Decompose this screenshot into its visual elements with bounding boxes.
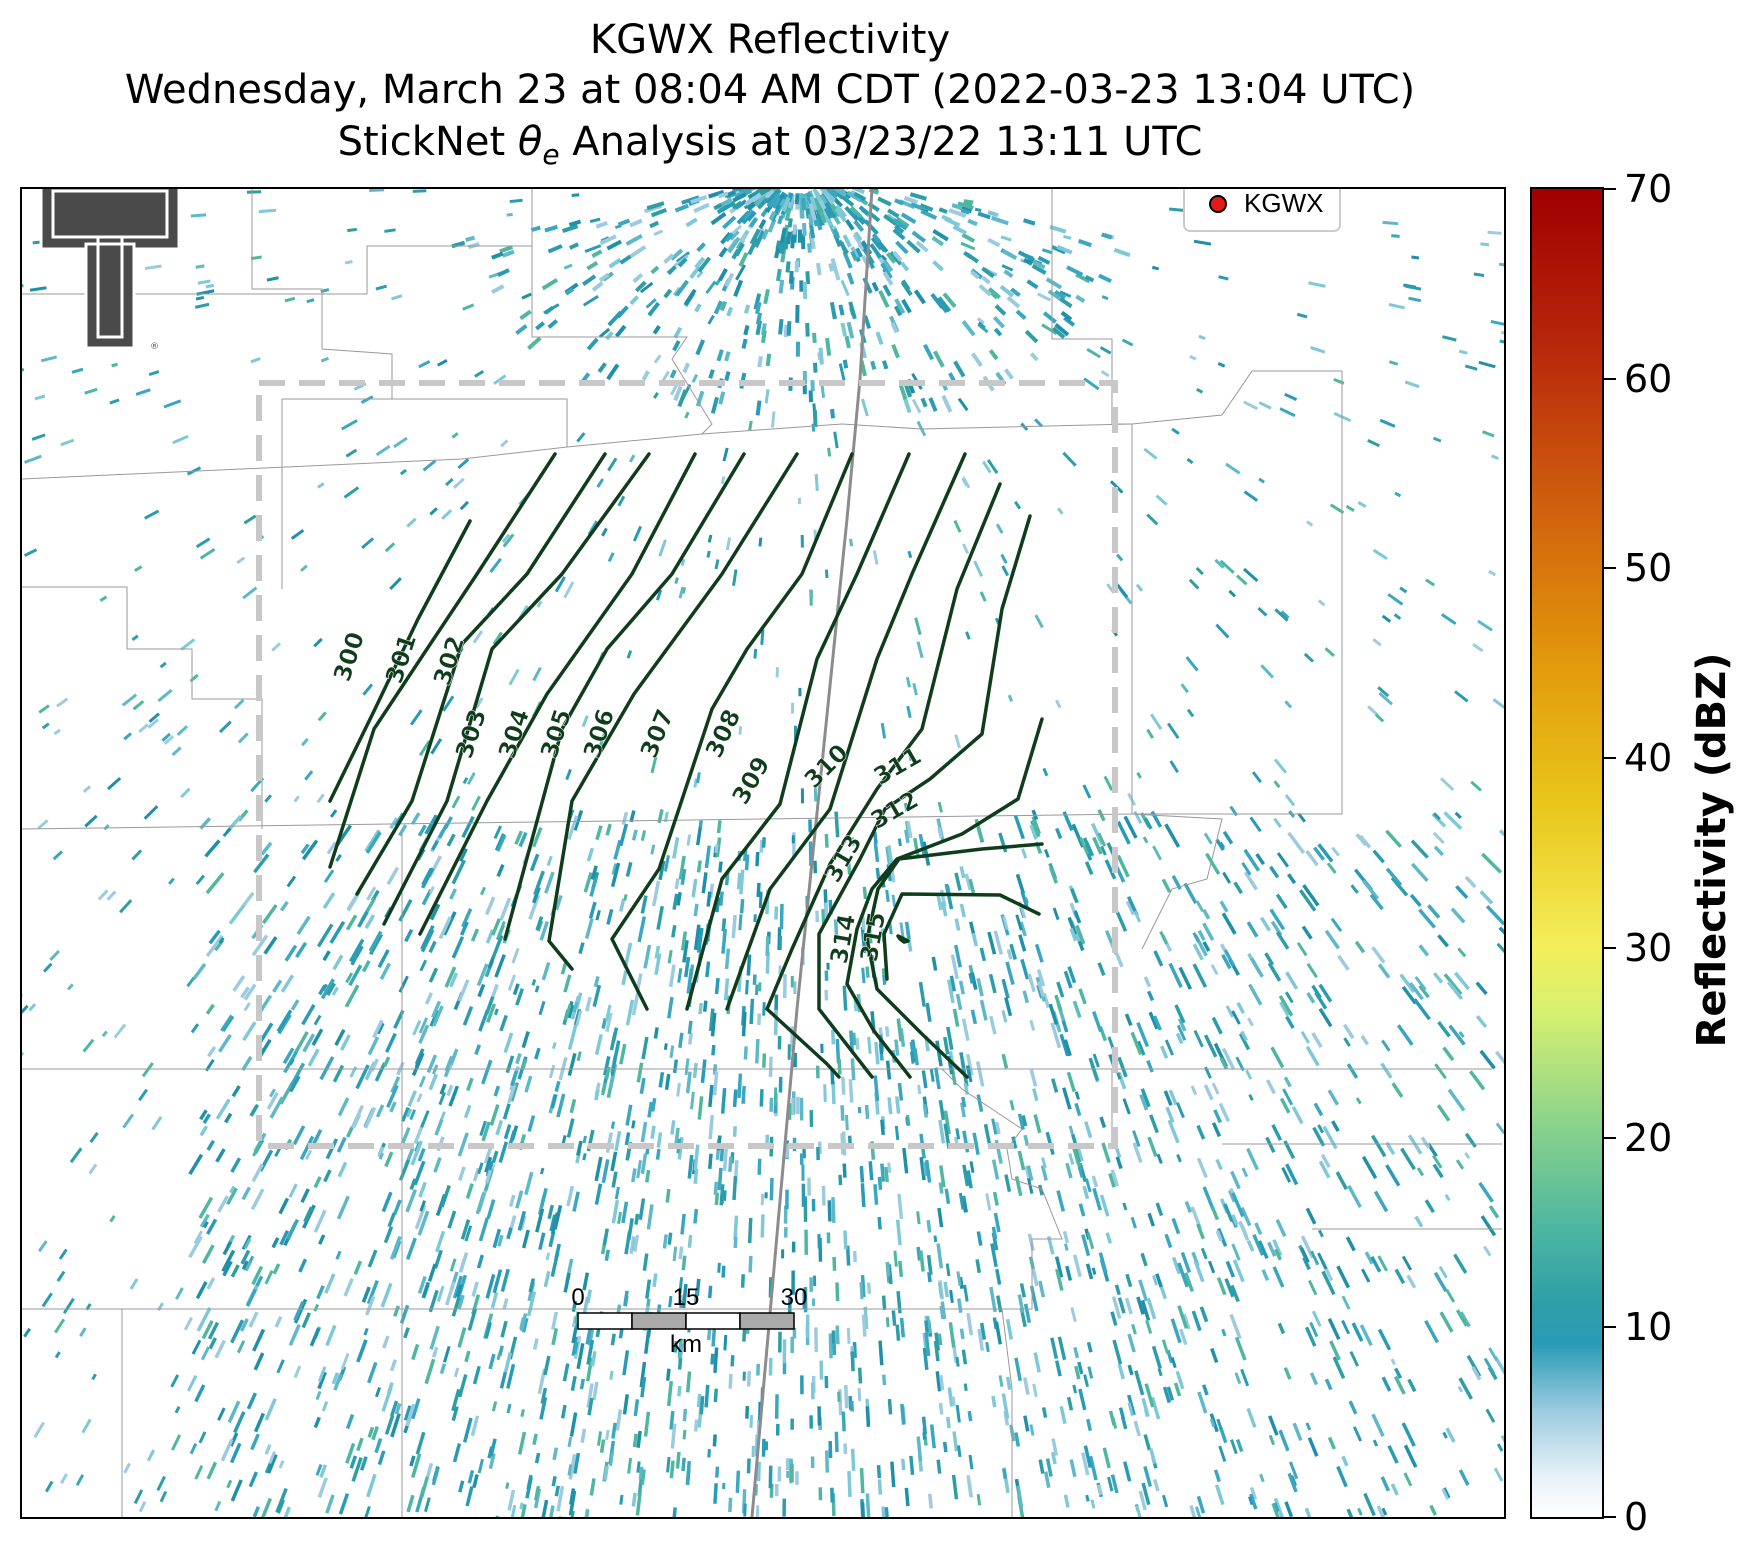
colorbar-tick-label: 20 — [1624, 1115, 1673, 1160]
theta-e-contour-line — [418, 452, 697, 936]
theta-e-contour-line — [817, 514, 1032, 1079]
contour-label: 311 — [869, 741, 926, 790]
colorbar-label: Reflectivity (dBZ) — [1689, 652, 1735, 1048]
reflectivity-colorbar — [1530, 187, 1604, 1519]
theta-e-contour-line — [896, 934, 910, 944]
contour-label: 307 — [635, 705, 680, 762]
texas-tech-logo: ® — [39, 189, 181, 352]
contour-label: 305 — [535, 706, 577, 762]
colorbar-tick-label: 10 — [1624, 1305, 1673, 1350]
radar-site-marker-icon — [1209, 195, 1227, 213]
colorbar-tick-mark — [1602, 946, 1616, 949]
scale-tick-15: 15 — [673, 1284, 700, 1311]
contour-label: 301 — [380, 631, 422, 687]
theta-e-contour-line — [882, 892, 1041, 981]
contour-label: 310 — [799, 739, 854, 794]
contour-label: 304 — [493, 706, 535, 762]
scale-tick-30: 30 — [781, 1284, 808, 1311]
colorbar-tick-mark — [1602, 567, 1616, 570]
colorbar-tick-mark — [1602, 377, 1616, 380]
contour-label: 306 — [578, 706, 620, 762]
legend-label: KGWX — [1244, 189, 1323, 218]
colorbar-tick-mark — [1602, 1516, 1616, 1518]
colorbar-tick-label: 0 — [1624, 1495, 1649, 1539]
radar-map[interactable]: 300 301 302 303 304 305 306 307 308 309 310 311 312 3… — [20, 187, 1506, 1519]
scale-tick-0: 0 — [571, 1284, 584, 1311]
theta-e-contour-line — [382, 452, 651, 926]
svg-text:®: ® — [150, 342, 159, 352]
analysis-domain-box — [256, 380, 1118, 1149]
colorbar-tick-label: 50 — [1624, 546, 1673, 591]
colorbar-tick-label: 40 — [1624, 736, 1673, 781]
theta-e-contour-line — [865, 842, 1044, 1079]
colorbar-tick-mark — [1602, 1326, 1616, 1329]
map-title: KGWX Reflectivity — [589, 17, 951, 63]
colorbar-tick-mark — [1602, 1136, 1616, 1139]
theta-e-contour-line — [547, 452, 799, 971]
contour-label: 309 — [726, 752, 775, 809]
colorbar-tick-label: 60 — [1624, 356, 1673, 401]
colorbar-tick-mark — [1602, 757, 1616, 760]
county-boundaries — [22, 189, 1502, 1517]
contour-label: 300 — [328, 629, 370, 685]
theta-e-contour-line — [503, 452, 746, 941]
theta-e-contour-line — [685, 452, 911, 1011]
interstate-line — [750, 189, 874, 1517]
legend-box: KGWX — [1183, 189, 1341, 232]
theta-e-contour-line — [355, 452, 607, 896]
theta-e-contour-line — [845, 717, 1044, 1079]
theta-e-contour-line — [328, 519, 472, 803]
map-subtitle-time: Wednesday, March 23 at 08:04 AM CDT (202… — [124, 67, 1416, 113]
theta-e-contour-line — [610, 452, 854, 1011]
scale-bar: 0 15 30 km — [571, 1284, 807, 1358]
theta-e-contour-line — [725, 452, 967, 1011]
colorbar-tick-label: 30 — [1624, 925, 1673, 970]
theta-e-contours — [328, 452, 1044, 1079]
colorbar-tick-mark — [1602, 188, 1616, 190]
scale-unit: km — [670, 1331, 702, 1358]
colorbar-tick-label: 70 — [1624, 167, 1673, 211]
map-subtitle-analysis: StickNet θe Analysis at 03/23/22 13:11 U… — [337, 119, 1203, 171]
reflectivity-echoes — [22, 189, 1504, 1517]
theta-e-contour-line — [328, 452, 557, 869]
contour-label: 303 — [450, 706, 492, 762]
theta-e-contour-line — [765, 482, 1002, 1079]
